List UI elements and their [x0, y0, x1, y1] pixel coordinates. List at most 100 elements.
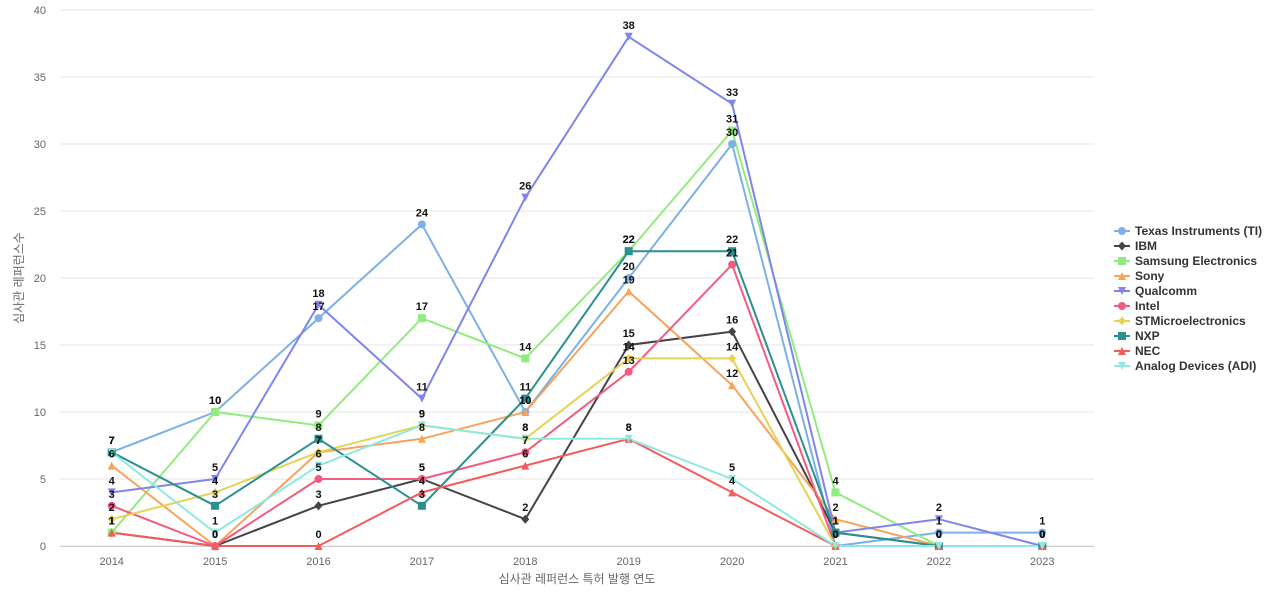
data-label: 33 [726, 87, 738, 99]
data-label: 2 [936, 502, 942, 514]
data-point [211, 501, 220, 510]
data-label: 1 [212, 516, 218, 528]
data-point [211, 528, 220, 537]
data-label: 7 [315, 435, 321, 447]
data-label: 1 [936, 516, 942, 528]
y-tick-label: 35 [34, 72, 46, 84]
data-point [728, 247, 737, 256]
data-label: 4 [832, 475, 839, 487]
legend-marker-icon [1118, 287, 1126, 295]
data-point [417, 488, 426, 497]
data-point [417, 421, 426, 430]
data-point [107, 501, 116, 510]
data-label: 0 [315, 529, 321, 541]
data-label: 22 [726, 234, 738, 246]
data-label: 1 [109, 516, 115, 528]
data-label: 0 [936, 529, 942, 541]
data-point [624, 274, 633, 282]
data-label: 11 [519, 382, 531, 394]
data-label: 8 [626, 422, 632, 434]
y-axis-ticks: 0 5 10 15 20 25 30 35 40 [34, 5, 46, 553]
legend-label: Samsung Electronics [1135, 254, 1257, 268]
series-line-5 [111, 263, 1043, 547]
legend-label: Intel [1135, 299, 1160, 313]
data-label: 14 [726, 341, 739, 353]
data-label: 11 [416, 382, 428, 394]
data-label: 1 [832, 516, 838, 528]
data-label: 7 [109, 435, 115, 447]
data-point [831, 528, 840, 537]
data-label: 4 [109, 475, 116, 487]
data-label: 22 [623, 234, 635, 246]
legend-marker-icon [1118, 257, 1126, 265]
data-label: 16 [726, 315, 738, 327]
data-label: 4 [212, 475, 219, 487]
x-tick-label: 2023 [1030, 556, 1054, 568]
data-label: 1 [109, 516, 115, 528]
legend-marker-icon [1118, 332, 1126, 340]
x-tick-label: 2014 [99, 556, 123, 568]
data-label: 38 [623, 20, 635, 32]
data-label: 3 [419, 489, 425, 501]
data-label: 0 [936, 529, 942, 541]
data-label: 0 [1039, 529, 1045, 541]
data-label: 5 [729, 462, 735, 474]
legend-label: NXP [1135, 329, 1160, 343]
legend-marker-icon [1118, 302, 1126, 310]
data-point [934, 515, 943, 524]
data-point [314, 421, 323, 430]
x-tick-label: 2015 [203, 556, 227, 568]
legend-item[interactable]: IBM [1114, 239, 1157, 253]
data-label: 7 [109, 435, 115, 447]
data-label: 3 [212, 489, 218, 501]
data-label: 3 [109, 489, 115, 501]
data-label: 7 [522, 435, 528, 447]
data-point [728, 126, 737, 135]
legend-item[interactable]: NXP [1114, 329, 1160, 343]
data-label: 6 [522, 449, 528, 461]
legend-item[interactable]: Analog Devices (ADI) [1114, 359, 1256, 373]
data-point [314, 314, 323, 323]
legend-marker-icon [1118, 227, 1126, 235]
legend-item[interactable]: Intel [1114, 299, 1160, 313]
legend-marker-icon [1118, 316, 1126, 326]
data-point [314, 501, 323, 511]
x-tick-label: 2018 [513, 556, 537, 568]
data-point [934, 528, 943, 537]
data-label: 1 [1039, 516, 1045, 528]
data-point [831, 542, 840, 550]
data-label: 0 [832, 529, 838, 541]
legend-item[interactable]: Qualcomm [1114, 284, 1197, 298]
data-point [211, 487, 220, 497]
data-label: 7 [315, 435, 321, 447]
legend-label: Texas Instruments (TI) [1135, 224, 1262, 238]
data-label: 1 [832, 516, 838, 528]
data-label: 2 [109, 502, 115, 514]
data-label: 0 [936, 529, 942, 541]
data-point [728, 475, 737, 483]
legend-item[interactable]: NEC [1114, 344, 1161, 358]
data-label: 12 [726, 368, 738, 380]
data-point [728, 140, 737, 148]
data-point [314, 475, 323, 483]
series-lines [110, 35, 1043, 547]
data-label: 0 [212, 529, 218, 541]
data-label: 22 [623, 234, 635, 246]
data-point [521, 461, 530, 470]
data-point [831, 515, 840, 524]
data-label: 8 [419, 422, 425, 434]
data-label: 17 [416, 301, 428, 313]
data-point [624, 340, 633, 350]
data-label: 18 [312, 288, 324, 300]
legend-item[interactable]: Sony [1114, 269, 1165, 283]
data-label: 0 [936, 529, 942, 541]
data-point [314, 461, 323, 470]
data-label: 17 [312, 301, 324, 313]
legend-marker-icon [1118, 347, 1126, 355]
legend-item[interactable]: STMicroelectronics [1114, 314, 1246, 328]
legend-item[interactable]: Texas Instruments (TI) [1114, 224, 1262, 238]
legend-item[interactable]: Samsung Electronics [1114, 254, 1257, 268]
